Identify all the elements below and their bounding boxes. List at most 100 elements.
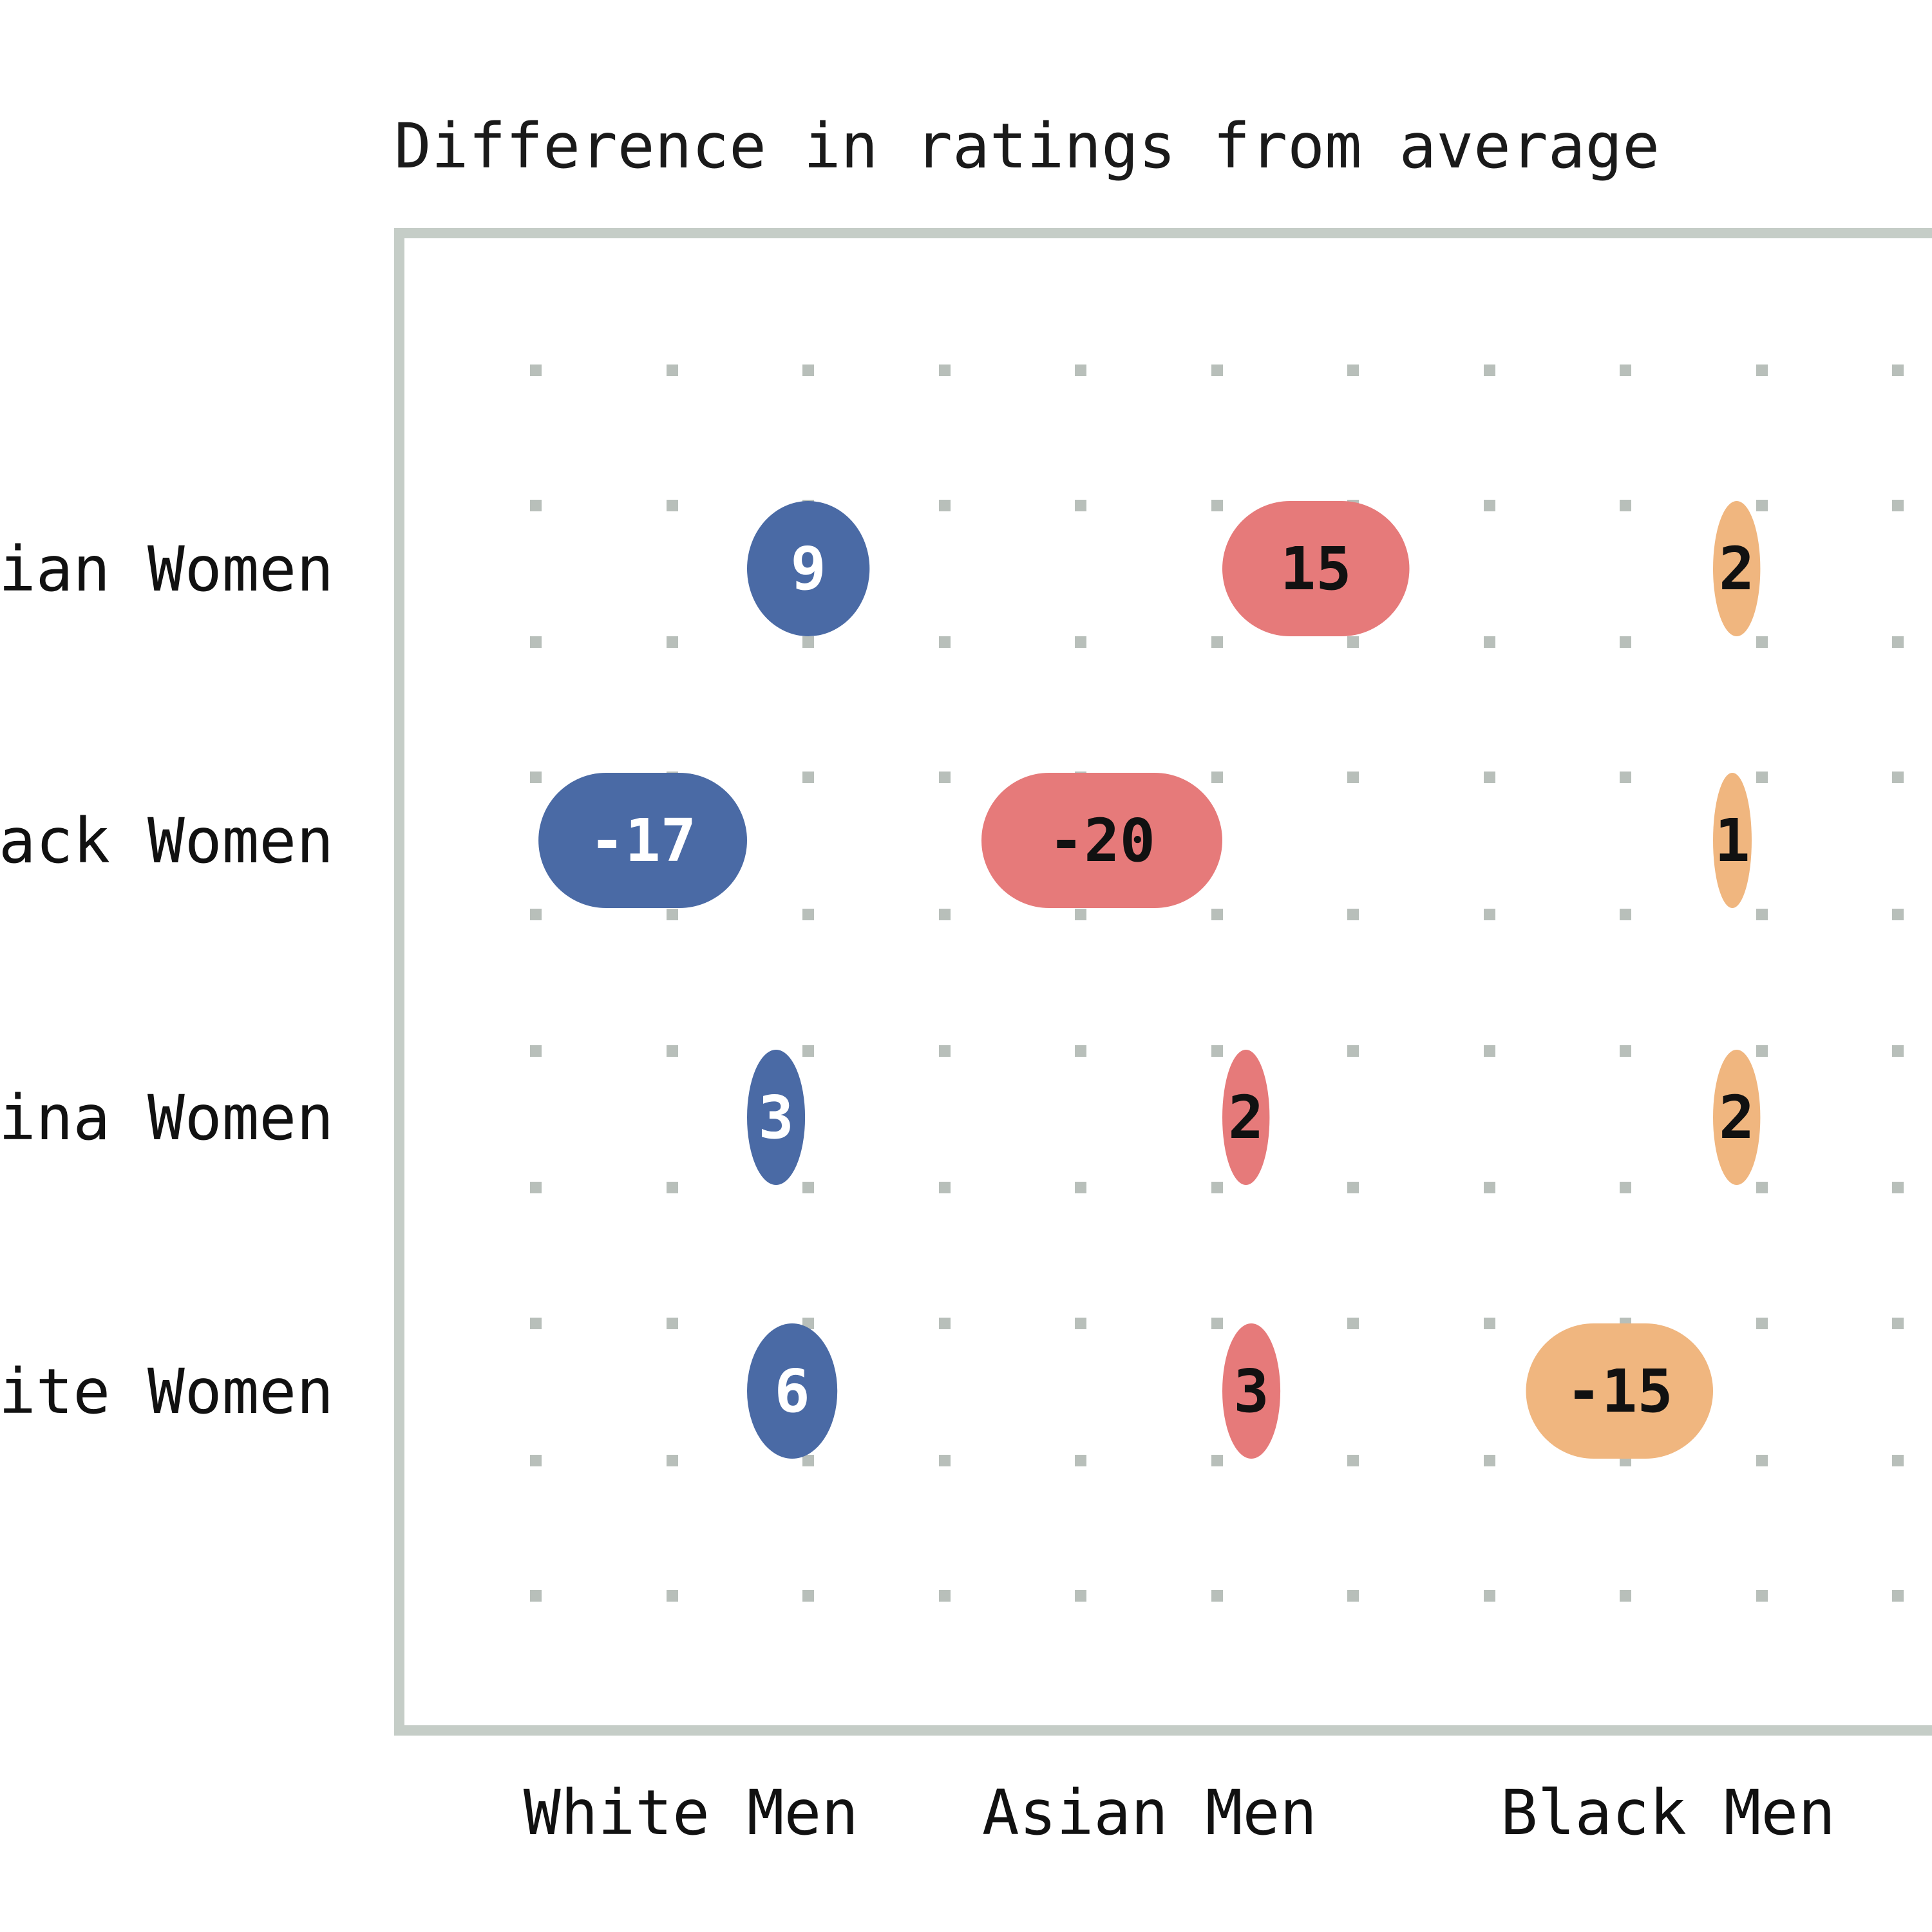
grid-dot bbox=[1075, 1045, 1086, 1057]
bubble-shape bbox=[1713, 773, 1752, 908]
grid-dot bbox=[1484, 1455, 1495, 1466]
grid-dot bbox=[1620, 1182, 1631, 1193]
bubble: -17 bbox=[538, 773, 747, 908]
grid-dot bbox=[939, 1318, 951, 1329]
bubble: -15 bbox=[1526, 1323, 1713, 1459]
grid-dot bbox=[1347, 1455, 1359, 1466]
grid-dot bbox=[1484, 365, 1495, 376]
grid-dot bbox=[530, 909, 542, 920]
grid-dot bbox=[1484, 1590, 1495, 1602]
grid-dot bbox=[530, 365, 542, 376]
grid-dot bbox=[1075, 909, 1086, 920]
grid-dot bbox=[1892, 772, 1904, 783]
grid-dot bbox=[1347, 909, 1359, 920]
grid-dot bbox=[1756, 636, 1768, 648]
bubbles: 9 15 2 -17 -20 1 3 2 2 6 3 -15 bbox=[538, 501, 1761, 1459]
grid-dot bbox=[667, 1182, 678, 1193]
grid-dot bbox=[802, 1590, 814, 1602]
column-label: Black Men bbox=[1501, 1777, 1835, 1849]
bubble: 3 bbox=[1222, 1323, 1281, 1459]
grid-dot bbox=[667, 1318, 678, 1329]
row-label: ite Women bbox=[0, 1356, 334, 1428]
bubble-value-label: -20 bbox=[1048, 806, 1155, 875]
bubble-value-label: 6 bbox=[774, 1357, 810, 1426]
grid-dot bbox=[1620, 1590, 1631, 1602]
bubble-shape bbox=[1222, 1050, 1270, 1185]
grid-dot bbox=[1347, 772, 1359, 783]
grid-dot bbox=[939, 772, 951, 783]
grid-dot bbox=[1620, 500, 1631, 511]
grid-dot bbox=[1756, 1455, 1768, 1466]
grid-dot bbox=[1756, 909, 1768, 920]
bubble-value-label: 3 bbox=[758, 1083, 793, 1152]
grid-dot bbox=[802, 1318, 814, 1329]
grid-dot bbox=[939, 1182, 951, 1193]
row-label: ina Women bbox=[0, 1082, 334, 1154]
bubble: 6 bbox=[747, 1323, 838, 1459]
bubble: 9 bbox=[747, 501, 870, 636]
grid-dot bbox=[802, 772, 814, 783]
grid-dot bbox=[1484, 636, 1495, 648]
grid-dot bbox=[1347, 365, 1359, 376]
grid-dot bbox=[1756, 365, 1768, 376]
grid-dot bbox=[1620, 772, 1631, 783]
grid-dot bbox=[1756, 500, 1768, 511]
grid-dot bbox=[1211, 1590, 1223, 1602]
grid-dot bbox=[667, 365, 678, 376]
grid-dot bbox=[1620, 636, 1631, 648]
grid-dot bbox=[1892, 500, 1904, 511]
grid-dot bbox=[530, 1455, 542, 1466]
column-labels: White Men Asian Men Black Men bbox=[524, 1777, 1835, 1849]
grid-dot bbox=[939, 1045, 951, 1057]
bubble-value-label: -17 bbox=[589, 806, 696, 875]
bubble-value-label: 2 bbox=[1719, 1083, 1754, 1152]
grid-dot bbox=[1211, 365, 1223, 376]
grid-dot bbox=[667, 909, 678, 920]
grid-dot bbox=[1484, 500, 1495, 511]
bubble-value-label: 2 bbox=[1228, 1083, 1264, 1152]
grid-dot bbox=[939, 500, 951, 511]
grid-dot bbox=[1347, 1045, 1359, 1057]
grid-dot bbox=[1211, 1045, 1223, 1057]
bubble-shape bbox=[747, 1050, 806, 1185]
grid-dot bbox=[1756, 772, 1768, 783]
grid-dot bbox=[530, 1182, 542, 1193]
grid-dot bbox=[1075, 365, 1086, 376]
bubble-shape bbox=[1526, 1323, 1713, 1459]
grid-dot bbox=[1211, 909, 1223, 920]
grid-dot bbox=[1892, 1045, 1904, 1057]
grid-dot bbox=[1484, 1318, 1495, 1329]
grid-dot bbox=[530, 1045, 542, 1057]
bubble-shape bbox=[1713, 501, 1761, 636]
grid-dot bbox=[1756, 1590, 1768, 1602]
bubble-shape bbox=[1222, 1323, 1281, 1459]
grid-dot bbox=[939, 1455, 951, 1466]
bubble-shape bbox=[1222, 501, 1410, 636]
column-label: Asian Men bbox=[982, 1777, 1317, 1849]
grid-dot bbox=[530, 772, 542, 783]
grid-dot bbox=[1347, 1590, 1359, 1602]
grid-dot bbox=[1620, 365, 1631, 376]
bubble-value-label: 1 bbox=[1714, 806, 1750, 875]
grid-dot bbox=[1075, 1182, 1086, 1193]
grid-dot bbox=[1075, 1318, 1086, 1329]
grid-dot bbox=[802, 1182, 814, 1193]
grid-dot bbox=[1211, 1182, 1223, 1193]
grid-dot bbox=[667, 1455, 678, 1466]
bubble: 1 bbox=[1713, 773, 1752, 908]
grid-dot bbox=[667, 636, 678, 648]
bubble-value-label: 3 bbox=[1233, 1357, 1269, 1426]
row-label: ack Women bbox=[0, 805, 334, 877]
grid-dot bbox=[1892, 365, 1904, 376]
grid-dot bbox=[1211, 636, 1223, 648]
grid-dot bbox=[1211, 1455, 1223, 1466]
grid-dot bbox=[1347, 1182, 1359, 1193]
grid-dot bbox=[1892, 1318, 1904, 1329]
grid-dot bbox=[530, 500, 542, 511]
chart-title: Difference in ratings from average bbox=[394, 110, 1660, 182]
grid-dot bbox=[939, 365, 951, 376]
bubble-value-label: 9 bbox=[790, 535, 826, 603]
grid-dot bbox=[1075, 500, 1086, 511]
